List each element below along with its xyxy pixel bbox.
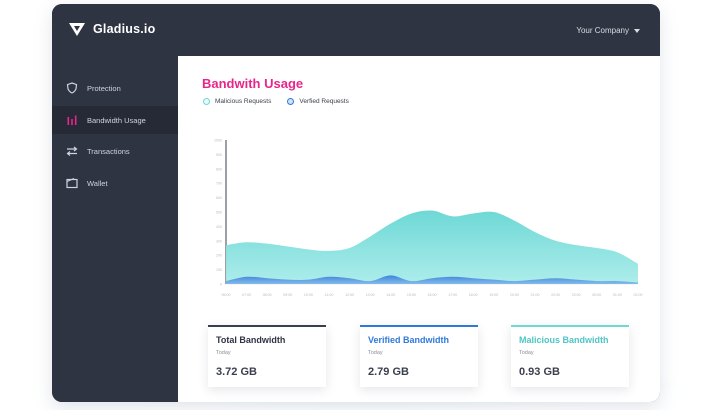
x-tick-label: 00:00: [592, 293, 601, 297]
x-tick-label: 02:00: [634, 293, 643, 297]
x-tick-label: 09:00: [283, 293, 292, 297]
company-label: Your Company: [576, 26, 629, 35]
main-panel: Bandwith Usage Malicious Requests Verfie…: [178, 56, 660, 402]
y-tick-label: 800: [216, 167, 222, 171]
x-tick-label: 23:00: [572, 293, 581, 297]
wallet-icon: [66, 177, 78, 189]
y-tick-label: 600: [216, 196, 222, 200]
card-malicious-bandwidth[interactable]: Malicious Bandwidth Today 0.93 GB: [511, 325, 629, 387]
x-tick-label: 19:00: [489, 293, 498, 297]
x-tick-label: 06:00: [222, 293, 231, 297]
x-tick-label: 18:00: [469, 293, 478, 297]
sidebar-item-wallet[interactable]: Wallet: [52, 169, 178, 197]
legend-dot-icon: [203, 98, 210, 105]
x-tick-label: 11:00: [325, 293, 334, 297]
y-tick-label: 400: [216, 225, 222, 229]
transfer-arrows-icon: [66, 145, 78, 157]
x-tick-label: 07:00: [242, 293, 251, 297]
x-tick-label: 12:00: [345, 293, 354, 297]
brand[interactable]: Gladius.io: [68, 21, 155, 37]
x-tick-label: 20:00: [510, 293, 519, 297]
sidebar-item-bandwidth-usage[interactable]: Bandwidth Usage: [52, 106, 178, 134]
x-tick-label: 14:00: [386, 293, 395, 297]
y-tick-label: 1000: [214, 139, 222, 143]
y-tick-label: 700: [216, 182, 222, 186]
bandwidth-area-chart: 0 100 200 300 400 500 600 700 800 900 1000 06:00 07:…: [214, 139, 643, 298]
x-tick-label: 17:00: [448, 293, 457, 297]
card-value: 3.72 GB: [216, 366, 257, 378]
chevron-down-icon: [634, 28, 640, 33]
legend-dot-icon: [287, 98, 295, 105]
x-tick-label: 22:00: [551, 293, 560, 297]
legend-label: Verfied Requests: [299, 98, 349, 105]
x-tick-label: 13:00: [366, 293, 375, 297]
y-tick-label: 500: [216, 211, 222, 215]
top-bar: Gladius.io Your Company: [52, 4, 660, 56]
y-tick-label: 200: [216, 254, 222, 258]
series-area-malicious: [226, 210, 638, 284]
brand-name: Gladius.io: [93, 22, 156, 36]
company-dropdown[interactable]: Your Company: [576, 26, 640, 35]
card-verified-bandwidth[interactable]: Verified Bandwidth Today 2.79 GB: [360, 325, 478, 387]
y-tick-label: 100: [216, 268, 222, 272]
card-accent-bar: [511, 325, 629, 327]
y-tick-label: 0: [220, 283, 222, 287]
x-tick-label: 08:00: [263, 293, 272, 297]
sidebar-item-protection[interactable]: Protection: [52, 74, 178, 102]
card-accent-bar: [208, 325, 326, 327]
gladius-logo-icon: [69, 23, 85, 36]
x-tick-label: 16:00: [428, 293, 437, 297]
legend-item-malicious[interactable]: Malicious Requests: [203, 98, 271, 105]
card-value: 0.93 GB: [519, 366, 560, 378]
app-window: Gladius.io Your Company Protection Bandw…: [52, 4, 660, 402]
legend-item-verified[interactable]: Verfied Requests: [287, 98, 349, 105]
card-accent-bar: [360, 325, 478, 327]
page-title: Bandwith Usage: [202, 76, 304, 91]
card-title: Total Bandwidth: [216, 335, 286, 345]
series-area-verified: [226, 275, 638, 284]
legend-label: Malicious Requests: [215, 98, 272, 105]
sidebar-item-transactions[interactable]: Transactions: [52, 137, 178, 165]
x-tick-label: 10:00: [304, 293, 313, 297]
sidebar-item-label: Transactions: [87, 146, 130, 156]
card-total-bandwidth[interactable]: Total Bandwidth Today 3.72 GB: [208, 325, 326, 387]
bar-chart-icon: [66, 114, 78, 126]
x-tick-label: 01:00: [613, 293, 622, 297]
x-tick-label: 21:00: [531, 293, 540, 297]
y-tick-label: 300: [216, 239, 222, 243]
sidebar-item-label: Wallet: [87, 178, 108, 188]
sidebar: Protection Bandwidth Usage Transactions: [52, 56, 178, 402]
card-title: Malicious Bandwidth: [519, 335, 609, 345]
card-value: 2.79 GB: [368, 366, 409, 378]
y-tick-label: 900: [216, 153, 222, 157]
sidebar-item-label: Bandwidth Usage: [87, 115, 146, 125]
sidebar-item-label: Protection: [87, 83, 121, 93]
card-subtitle: Today: [519, 350, 534, 356]
card-subtitle: Today: [216, 350, 231, 356]
x-tick-label: 15:00: [407, 293, 416, 297]
card-subtitle: Today: [368, 350, 383, 356]
card-title: Verified Bandwidth: [368, 335, 450, 345]
shield-icon: [66, 82, 78, 94]
chart-legend: Malicious Requests Verfied Requests: [203, 98, 365, 105]
